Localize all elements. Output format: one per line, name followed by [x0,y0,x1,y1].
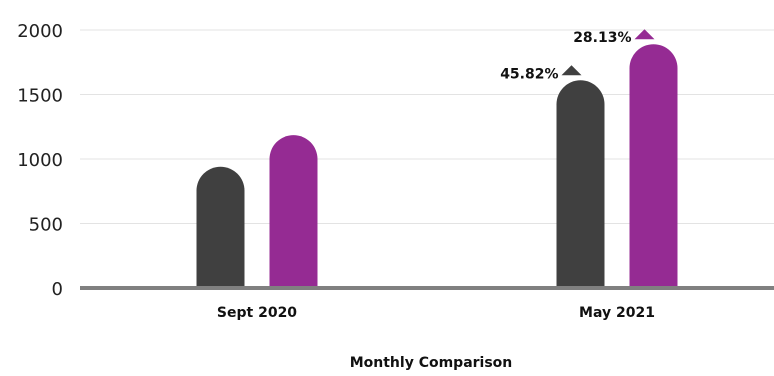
y-tick-label: 1500 [17,86,63,107]
y-axis-tick-labels: 0 500 1000 1500 2000 [17,21,63,300]
y-tick-label: 1000 [17,150,63,171]
y-tick-label: 0 [52,279,63,300]
y-tick-label: 500 [29,215,63,236]
y-tick-label: 2000 [17,21,63,42]
bar [556,80,605,288]
bars [196,44,678,288]
up-triangle-icon [634,29,655,40]
growth-label: 45.82% [500,66,558,82]
x-axis-category-labels: Sept 2020 May 2021 [217,305,655,321]
x-tick-label: Sept 2020 [217,305,297,321]
bar [629,44,678,288]
up-triangle-icon [561,65,582,76]
bar [269,135,318,288]
bar [196,166,245,288]
x-tick-label: May 2021 [579,305,655,321]
growth-annotations: 45.82% 28.13% [500,29,655,82]
x-axis-title: Monthly Comparison [350,355,513,371]
growth-label: 28.13% [573,30,631,46]
